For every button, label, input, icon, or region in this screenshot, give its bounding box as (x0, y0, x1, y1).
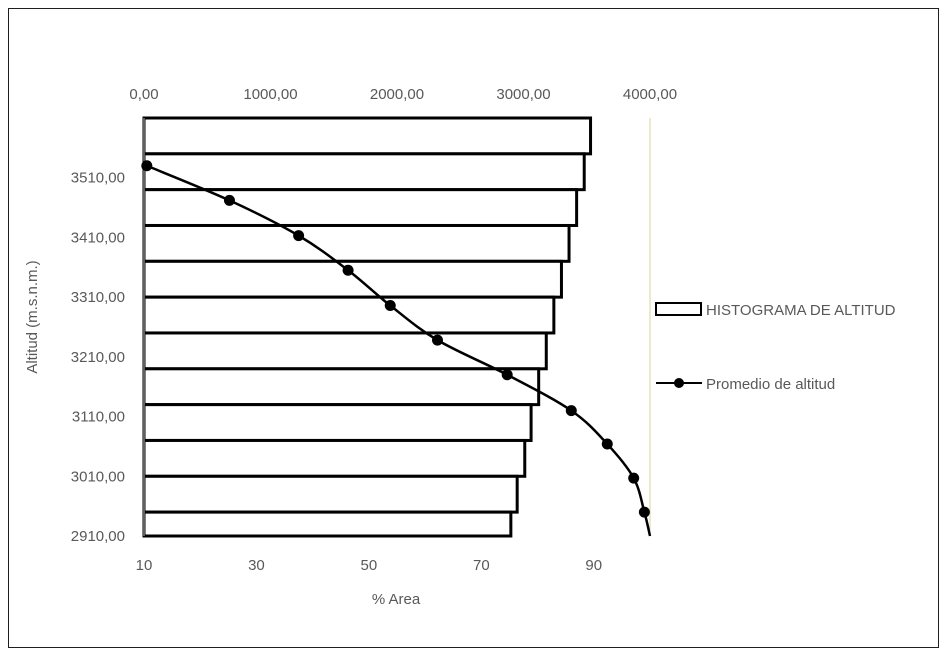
promedio-marker (638, 506, 650, 518)
promedio-marker (223, 194, 235, 206)
top-tick-label: 4000,00 (623, 86, 677, 103)
left-tick-label: 2910,00 (71, 528, 125, 545)
promedio-marker (565, 405, 577, 417)
promedio-marker (342, 264, 354, 276)
bottom-tick-label: 50 (361, 557, 378, 574)
histogram-bar (142, 188, 579, 227)
bottom-tick-label: 10 (136, 557, 153, 574)
left-tick-label: 3010,00 (71, 468, 125, 485)
top-tick-label: 1000,00 (243, 86, 297, 103)
legend-histogram-swatch (655, 302, 702, 316)
histogram-bar (142, 116, 593, 156)
promedio-marker (628, 472, 640, 484)
promedio-marker (431, 334, 443, 346)
histogram-bar (142, 474, 519, 514)
promedio-marker (601, 438, 613, 450)
bottom-tick-label: 90 (585, 557, 602, 574)
histogram-bar (142, 367, 541, 407)
left-tick-label: 3110,00 (72, 409, 125, 426)
legend: HISTOGRAMA DE ALTITUD Promedio de altitu… (655, 302, 896, 393)
histogram-bar (142, 510, 513, 538)
histogram-bar (142, 223, 571, 263)
top-tick-label: 0,00 (129, 86, 158, 103)
histogram-bars (142, 116, 593, 538)
promedio-line-series (141, 160, 652, 537)
x-axis-title: % Area (372, 591, 421, 608)
chart-svg: 0,00 1000,00 2000,00 3000,00 4000,00 10 30 50 7… (24, 86, 896, 608)
top-tick-label: 2000,00 (370, 86, 424, 103)
legend-histogram-label: HISTOGRAMA DE ALTITUD (706, 302, 896, 319)
promedio-marker (501, 369, 513, 381)
promedio-marker (141, 160, 153, 172)
histogram-bar (142, 152, 586, 192)
bottom-axis-ticks: 10 30 50 70 90 (136, 557, 602, 574)
bottom-tick-label: 30 (248, 557, 265, 574)
top-axis-ticks: 0,00 1000,00 2000,00 3000,00 4000,00 (129, 86, 677, 103)
promedio-marker (293, 230, 305, 242)
left-tick-label: 3410,00 (71, 229, 125, 246)
left-tick-label: 3210,00 (71, 349, 125, 366)
histogram-bar (142, 259, 563, 299)
bottom-tick-label: 70 (473, 557, 490, 574)
y-axis-title: Altitud (m.s.n.m.) (24, 260, 41, 373)
histogram-bar (142, 403, 533, 442)
top-tick-label: 3000,00 (496, 86, 550, 103)
left-tick-label: 3510,00 (71, 170, 125, 187)
legend-line-marker (674, 378, 684, 388)
promedio-marker (384, 300, 396, 312)
left-tick-label: 3310,00 (71, 289, 125, 306)
left-axis-ticks: 3510,00 3410,00 3310,00 3210,00 3110,00 3010,… (71, 170, 125, 545)
legend-line-label: Promedio de altitud (706, 376, 835, 393)
histogram-bar (142, 438, 527, 478)
axes (143, 118, 651, 536)
histogram-bar (142, 295, 556, 335)
